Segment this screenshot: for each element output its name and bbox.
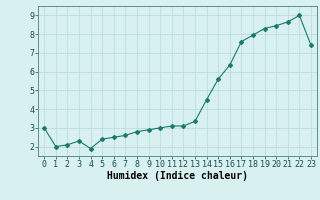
X-axis label: Humidex (Indice chaleur): Humidex (Indice chaleur) bbox=[107, 171, 248, 181]
